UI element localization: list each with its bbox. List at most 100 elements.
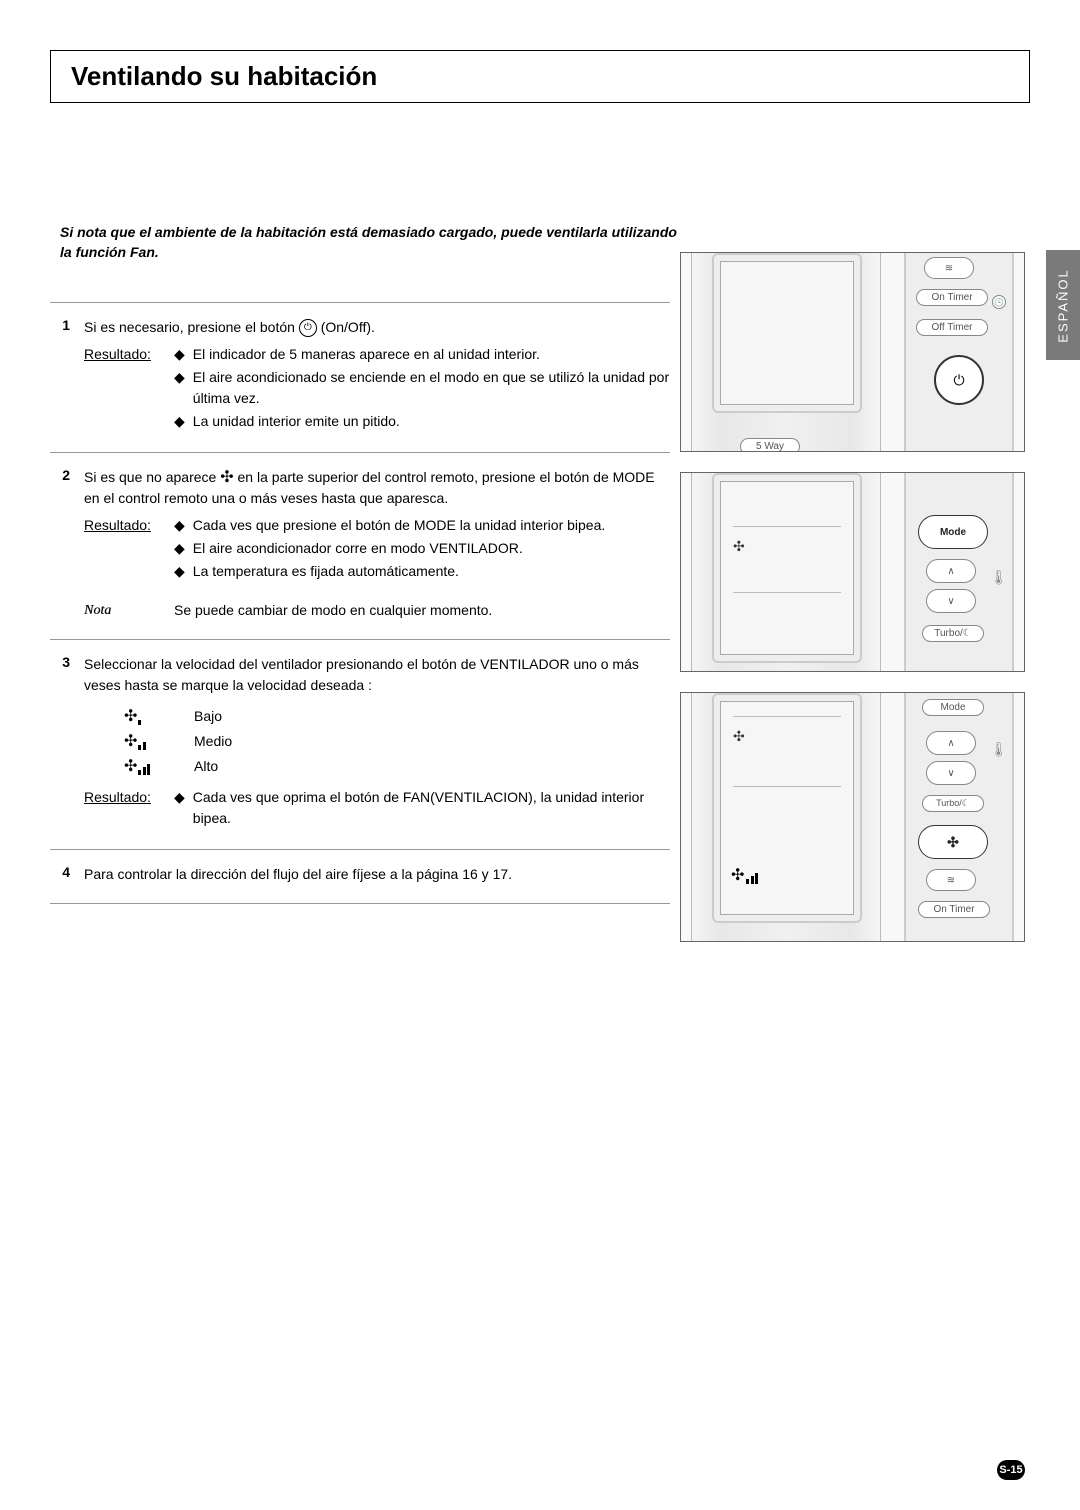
remote-display [712, 253, 862, 413]
off-timer-button: Off Timer [916, 319, 988, 336]
thermometer-icon: 🌡 [990, 569, 1000, 586]
temp-up-button: ∧ [926, 731, 976, 755]
speed-row: ✣ Alto [124, 756, 670, 777]
remote-panel-2: ✣ Mode ∧ 🌡 ∨ Turbo/☾ [680, 472, 1025, 672]
fan-mode-icon: ✣ [733, 728, 745, 745]
step: 3 Seleccionar la velocidad del ventilado… [50, 640, 670, 850]
result-row: Resultado: ◆ Cada ves que presione el bot… [84, 515, 670, 584]
bullet-icon: ◆ [174, 515, 185, 536]
display-inner [720, 261, 854, 405]
step-text: Si es que no aparece [84, 469, 216, 485]
power-icon: ⏻ [299, 319, 317, 337]
clock-icon: 🕒 [992, 295, 1006, 309]
remote-panel-1: 5 Way ≋ On Timer 🕒 Off Timer ⏻ [680, 252, 1025, 452]
step-text: Si es necesario, presione el botón [84, 319, 295, 335]
fan-mode-icon: ✣ [733, 538, 745, 555]
speed-label: Alto [194, 756, 218, 777]
fan-button: ✣ [918, 825, 988, 859]
remote-display: ✣ ✣ [712, 693, 862, 923]
temp-down-button: ∨ [926, 589, 976, 613]
note-text: Se puede cambiar de modo en cualquier mo… [174, 600, 492, 621]
swing-button: ≋ [926, 869, 976, 891]
step: 1 Si es necesario, presione el botón ⏻ (… [50, 302, 670, 453]
power-button: ⏻ [934, 355, 984, 405]
fan-med-icon: ✣ [124, 734, 164, 750]
step-number: 1 [50, 317, 70, 434]
mode-button: Mode [918, 515, 988, 549]
result-text: El indicador de 5 maneras aparece en al … [193, 344, 540, 365]
steps-list: 1 Si es necesario, presione el botón ⏻ (… [50, 302, 670, 904]
display-inner: ✣ ✣ [720, 701, 854, 915]
step-number: 4 [50, 864, 70, 885]
bullet-icon: ◆ [174, 538, 185, 559]
turbo-button: Turbo/☾ [922, 625, 984, 642]
fan-low-icon: ✣ [124, 709, 164, 725]
remote-body: ✣ ✣ [691, 692, 881, 942]
result-text: Cada ves que oprima el botón de FAN(VENT… [193, 787, 670, 829]
speed-label: Medio [194, 731, 232, 752]
turbo-button: Turbo/☾ [922, 795, 984, 812]
result-text: El aire acondicionado se enciende en el … [193, 367, 670, 409]
page-number: S-15 [997, 1460, 1025, 1480]
thermometer-icon: 🌡 [990, 741, 1000, 758]
fan-speed-icon: ✣ [731, 868, 758, 884]
bullet-icon: ◆ [174, 787, 185, 829]
step-body: Para controlar la dirección del flujo de… [84, 864, 670, 885]
step-number: 3 [50, 654, 70, 831]
step: 4 Para controlar la dirección del flujo … [50, 850, 670, 904]
button-group: Mode ∧ 🌡 ∨ Turbo/☾ ✣ ≋ On Timer [904, 692, 1014, 942]
fan-high-icon: ✣ [124, 759, 164, 775]
button-group: Mode ∧ 🌡 ∨ Turbo/☾ [904, 472, 1014, 672]
temp-down-button: ∨ [926, 761, 976, 785]
note-label: Nota [84, 600, 174, 621]
remote-illustrations: 5 Way ≋ On Timer 🕒 Off Timer ⏻ ✣ Mode ∧ … [680, 252, 1025, 942]
step-body: Seleccionar la velocidad del ventilador … [84, 654, 670, 831]
display-inner: ✣ [720, 481, 854, 655]
result-items: ◆ Cada ves que presione el botón de MODE … [174, 515, 670, 584]
speed-row: ✣ Bajo [124, 706, 670, 727]
fan-icon: ✣ [220, 470, 233, 486]
language-label: ESPAÑOL [1056, 268, 1071, 342]
note-row: Nota Se puede cambiar de modo en cualqui… [84, 600, 670, 621]
step-text: (On/Off). [321, 319, 375, 335]
step-body: Si es que no aparece ✣ en la parte super… [84, 467, 670, 621]
bullet-icon: ◆ [174, 561, 185, 582]
remote-panel-3: ✣ ✣ Mode ∧ 🌡 ∨ Turbo/☾ ✣ ≋ On Timer [680, 692, 1025, 942]
intro-paragraph: Si nota que el ambiente de la habitación… [60, 223, 680, 262]
display-line [733, 716, 841, 717]
on-timer-button: On Timer [916, 289, 988, 306]
button-group: ≋ On Timer 🕒 Off Timer ⏻ [904, 252, 1014, 452]
result-label: Resultado: [84, 787, 174, 831]
step: 2 Si es que no aparece ✣ en la parte sup… [50, 453, 670, 640]
result-label: Resultado: [84, 515, 174, 584]
display-line [733, 592, 841, 593]
result-text: La unidad interior emite un pitido. [193, 411, 400, 432]
speed-label: Bajo [194, 706, 222, 727]
display-line [733, 526, 841, 527]
bullet-icon: ◆ [174, 344, 185, 365]
remote-body: 5 Way [691, 252, 881, 452]
remote-display: ✣ [712, 473, 862, 663]
speed-row: ✣ Medio [124, 731, 670, 752]
result-label: Resultado: [84, 344, 174, 434]
display-line [733, 786, 841, 787]
result-row: Resultado: ◆ El indicador de 5 maneras ap… [84, 344, 670, 434]
swing-button: ≋ [924, 257, 974, 279]
language-tab: ESPAÑOL [1046, 250, 1080, 360]
result-text: El aire acondicionador corre en modo VEN… [193, 538, 523, 559]
speed-list: ✣ Bajo ✣ Medio ✣ Alto [124, 706, 670, 777]
bullet-icon: ◆ [174, 367, 185, 409]
five-way-button: 5 Way [740, 438, 800, 452]
step-text: Para controlar la dirección del flujo de… [84, 866, 512, 882]
result-items: ◆Cada ves que oprima el botón de FAN(VEN… [174, 787, 670, 831]
result-text: Cada ves que presione el botón de MODE l… [193, 515, 605, 536]
title-box: Ventilando su habitación [50, 50, 1030, 103]
step-text: Seleccionar la velocidad del ventilador … [84, 656, 639, 693]
result-text: La temperatura es fijada automáticamente… [193, 561, 459, 582]
step-body: Si es necesario, presione el botón ⏻ (On… [84, 317, 670, 434]
remote-body: ✣ [691, 472, 881, 672]
result-row: Resultado: ◆Cada ves que oprima el botón… [84, 787, 670, 831]
on-timer-button: On Timer [918, 901, 990, 918]
step-number: 2 [50, 467, 70, 621]
temp-up-button: ∧ [926, 559, 976, 583]
